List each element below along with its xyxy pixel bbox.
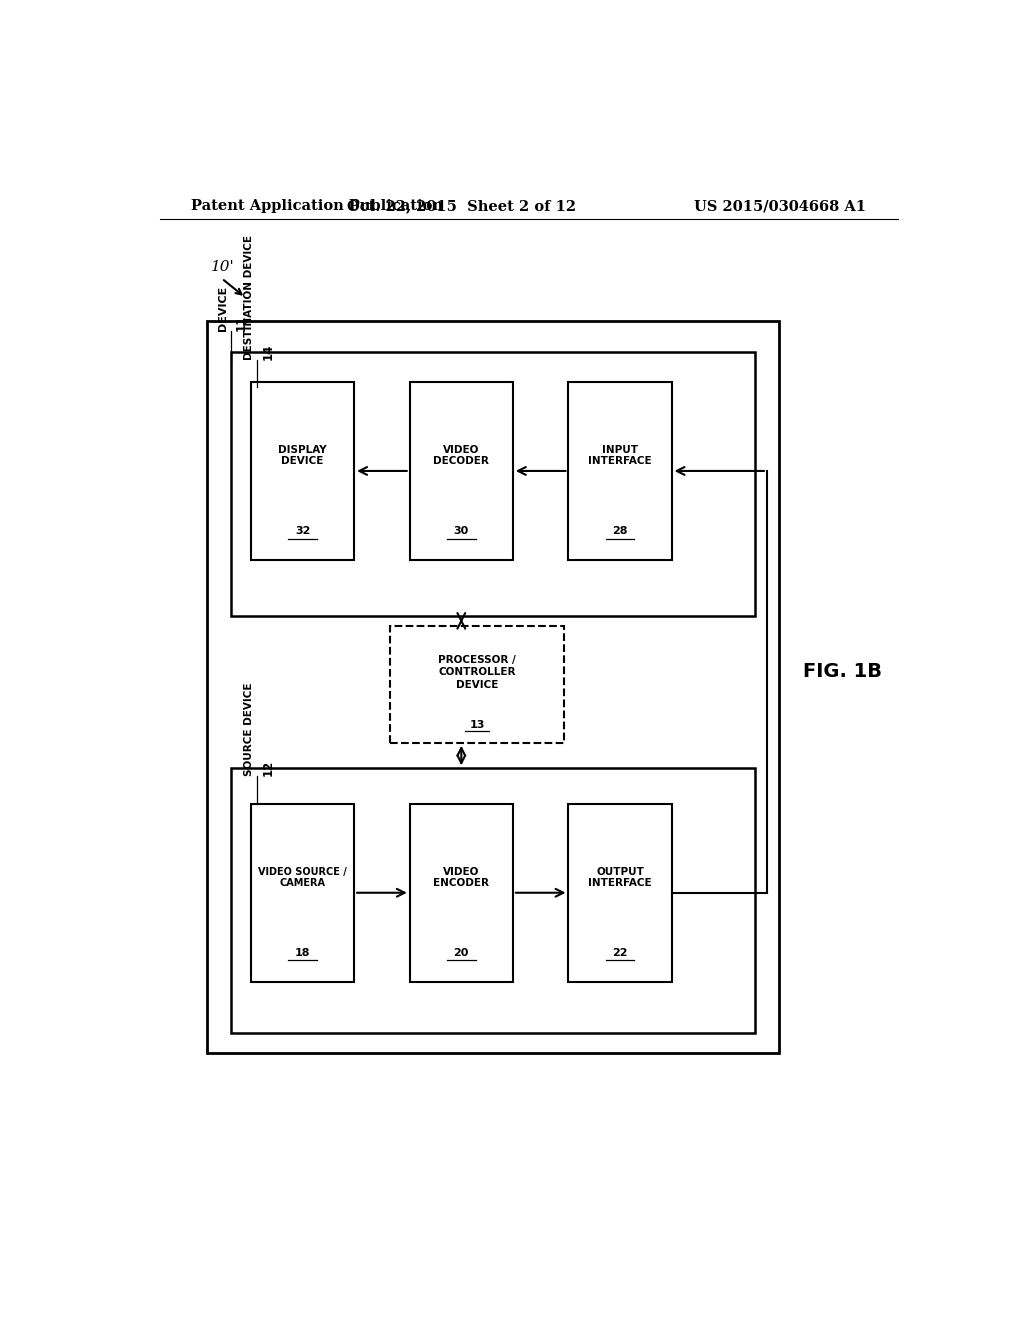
Bar bbox=[231, 768, 755, 1032]
Text: 28: 28 bbox=[612, 527, 628, 536]
Text: SOURCE DEVICE: SOURCE DEVICE bbox=[244, 682, 254, 776]
Text: VIDEO
DECODER: VIDEO DECODER bbox=[433, 445, 489, 466]
Text: US 2015/0304668 A1: US 2015/0304668 A1 bbox=[694, 199, 866, 213]
Bar bbox=[251, 381, 354, 560]
Text: 18: 18 bbox=[295, 948, 310, 958]
Text: VIDEO SOURCE /
CAMERA: VIDEO SOURCE / CAMERA bbox=[258, 867, 347, 888]
Text: 10': 10' bbox=[211, 260, 236, 275]
Bar bbox=[568, 804, 672, 982]
Text: OUTPUT
INTERFACE: OUTPUT INTERFACE bbox=[588, 867, 652, 888]
Text: DISPLAY
DEVICE: DISPLAY DEVICE bbox=[279, 445, 327, 466]
Text: 11: 11 bbox=[236, 315, 248, 331]
Text: 14: 14 bbox=[261, 343, 274, 359]
Text: Patent Application Publication: Patent Application Publication bbox=[191, 199, 443, 213]
Text: FIG. 1B: FIG. 1B bbox=[803, 663, 882, 681]
Bar bbox=[207, 321, 778, 1053]
Text: VIDEO
ENCODER: VIDEO ENCODER bbox=[433, 867, 489, 888]
Text: 22: 22 bbox=[612, 948, 628, 958]
Text: 12: 12 bbox=[261, 760, 274, 776]
Text: DEVICE: DEVICE bbox=[218, 286, 228, 331]
Text: 30: 30 bbox=[454, 527, 469, 536]
Bar bbox=[410, 804, 513, 982]
Text: 13: 13 bbox=[469, 719, 485, 730]
Bar bbox=[390, 626, 564, 743]
Text: PROCESSOR /
CONTROLLER
DEVICE: PROCESSOR / CONTROLLER DEVICE bbox=[438, 655, 516, 689]
Bar bbox=[231, 351, 755, 615]
Text: DESTINATION DEVICE: DESTINATION DEVICE bbox=[244, 235, 254, 359]
Bar bbox=[568, 381, 672, 560]
Text: Oct. 22, 2015  Sheet 2 of 12: Oct. 22, 2015 Sheet 2 of 12 bbox=[347, 199, 575, 213]
Text: INPUT
INTERFACE: INPUT INTERFACE bbox=[588, 445, 652, 466]
Bar bbox=[410, 381, 513, 560]
Bar bbox=[251, 804, 354, 982]
Text: 20: 20 bbox=[454, 948, 469, 958]
Text: 32: 32 bbox=[295, 527, 310, 536]
